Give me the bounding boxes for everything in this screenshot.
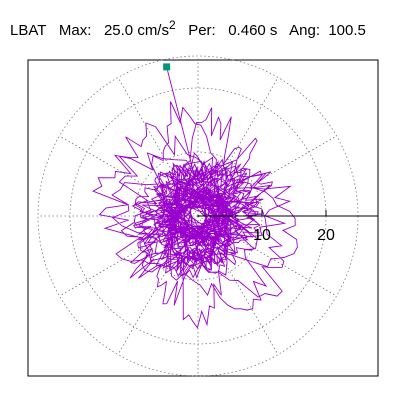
- grid-spoke-300: [197, 215, 279, 355]
- ang-label: Ang:: [289, 22, 320, 39]
- grid-spoke-30: [197, 135, 337, 217]
- grid-spoke-210: [59, 215, 199, 297]
- polar-axes: 10 20: [198, 210, 378, 244]
- plot-header: LBAT Max: 25.0 cm/s2 Per: 0.460 s Ang: 1…: [10, 14, 366, 39]
- max-exponent: 2: [168, 18, 176, 32]
- grid-spoke-60: [197, 77, 279, 217]
- grid-spoke-330: [197, 215, 337, 297]
- trace-group: [92, 66, 298, 329]
- radial-tick-label-20: 20: [317, 227, 335, 244]
- per-value: 0.460 s: [228, 22, 278, 39]
- ang-value: 100.5: [328, 22, 366, 39]
- radial-tick-label-10: 10: [253, 227, 271, 244]
- max-value: 25.0 cm/s: [103, 22, 169, 39]
- grid-spoke-120: [117, 77, 199, 217]
- motion-trace: [92, 66, 298, 329]
- per-label: Per:: [188, 22, 216, 39]
- station-code: LBAT: [10, 22, 47, 39]
- marker-group: [163, 63, 171, 71]
- max-point-marker: [163, 63, 171, 71]
- max-label: Max:: [58, 22, 92, 39]
- plot-frame: [27, 59, 379, 377]
